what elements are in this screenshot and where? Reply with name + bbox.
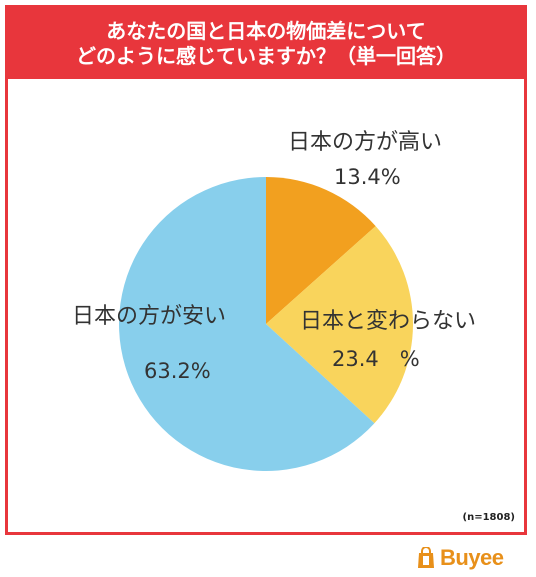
slice-value-higher: 13.4%	[334, 165, 401, 189]
slice-label-cheaper: 日本の方が安い	[72, 304, 227, 329]
pie-chart	[119, 177, 413, 471]
sample-size-note: (n=1808)	[462, 512, 515, 523]
pie-slice-cheaper	[119, 177, 375, 471]
brand-name: Buyee	[440, 545, 504, 570]
pie-slice-same	[266, 226, 413, 424]
slice-label-same: 日本と変わらない	[300, 309, 477, 334]
slice-label-higher: 日本の方が高い	[288, 130, 443, 155]
slice-value-same: 23.4 %	[332, 347, 420, 371]
title-line-2: どのように感じていますか？（単一回答）	[76, 43, 456, 68]
pie-slice-higher	[266, 177, 376, 324]
slice-value-cheaper: 63.2%	[144, 359, 211, 383]
shopping-bag-icon	[418, 547, 434, 568]
chart-frame: あなたの国と日本の物価差について どのように感じていますか？（単一回答） 日本の…	[5, 5, 527, 535]
title-line-1: あなたの国と日本の物価差について	[106, 18, 426, 43]
buyee-logo: Buyee	[416, 545, 504, 571]
title-band: あなたの国と日本の物価差について どのように感じていますか？（単一回答）	[8, 8, 524, 79]
